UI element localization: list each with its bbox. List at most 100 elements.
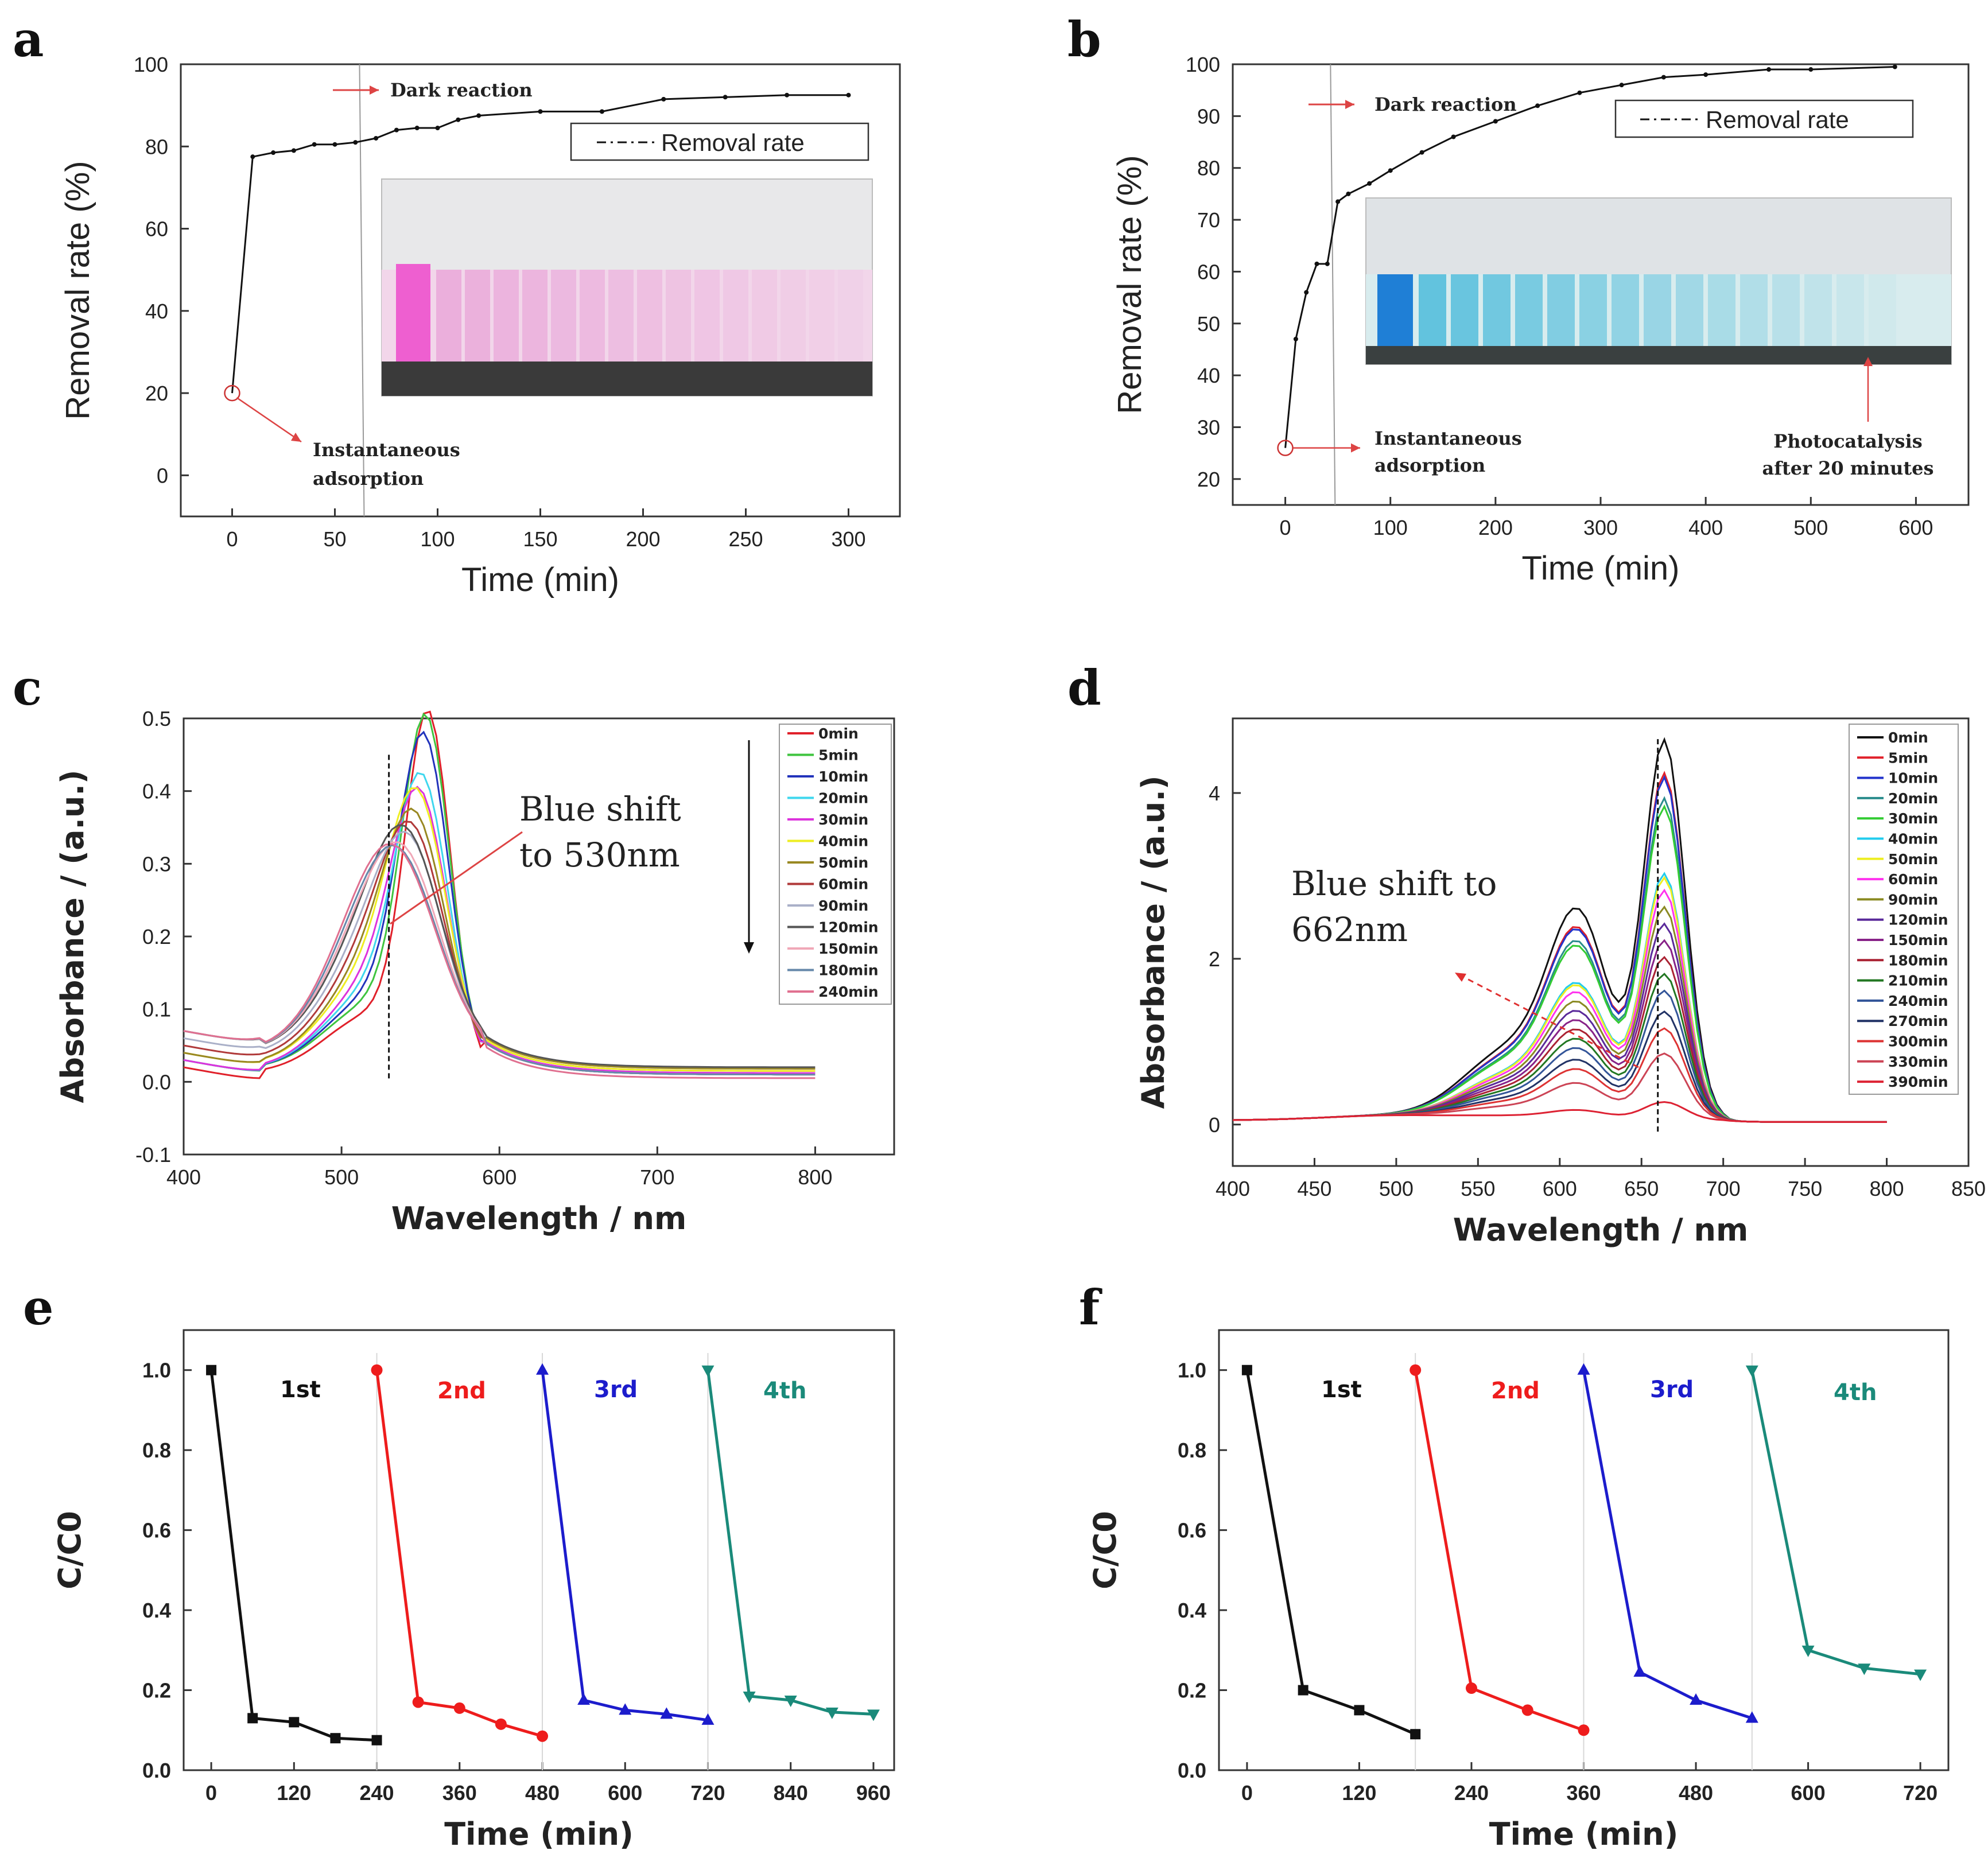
x-tick-label-f: 240 bbox=[1454, 1781, 1489, 1805]
x-tick-label-f: 120 bbox=[1342, 1781, 1376, 1805]
data-point-b bbox=[1346, 191, 1351, 196]
legend-label-c: 60min bbox=[818, 876, 868, 893]
photo-label-1-b: Photocatalysis bbox=[1773, 430, 1922, 452]
instant-arrow-a bbox=[236, 397, 302, 443]
y-axis-label-e: C/C0 bbox=[52, 1511, 88, 1589]
y-tick-label-c: 0.3 bbox=[142, 852, 171, 876]
axes-frame-d bbox=[1232, 717, 1970, 1167]
y-tick-label-a: 60 bbox=[145, 217, 168, 241]
photo-vial-b bbox=[1547, 274, 1575, 346]
legend-label-b: Removal rate bbox=[1706, 106, 1849, 133]
photo-vial-b bbox=[1804, 274, 1832, 346]
x-tick-label-a: 50 bbox=[323, 527, 346, 551]
photo-vial-b bbox=[1483, 274, 1511, 346]
data-point-b bbox=[1892, 64, 1897, 69]
legend-label-c: 90min bbox=[818, 897, 868, 914]
spectrum-line-d bbox=[1232, 939, 1887, 1123]
photo-vial-b bbox=[1515, 274, 1543, 346]
marker-circle-e bbox=[371, 1364, 383, 1376]
y-tick-label-f: 0.6 bbox=[1178, 1519, 1206, 1542]
photo-vial-b bbox=[1676, 274, 1703, 346]
legend-box-d bbox=[1849, 724, 1959, 1095]
photo-vial-b bbox=[1836, 274, 1864, 346]
data-point-a bbox=[538, 109, 543, 114]
x-tick-label-d: 500 bbox=[1379, 1177, 1414, 1200]
x-tick-label-f: 480 bbox=[1679, 1781, 1713, 1805]
time-arrowhead-c bbox=[744, 942, 754, 954]
marker-triangle-down-e bbox=[825, 1707, 838, 1719]
legend-label-c: 150min bbox=[818, 940, 879, 957]
dark-reaction-label-a: Dark reaction bbox=[390, 79, 533, 101]
y-axis-label-a: Removal rate (%) bbox=[59, 161, 96, 419]
marker-triangle-down-f bbox=[1801, 1645, 1815, 1657]
x-tick-label-e: 840 bbox=[774, 1781, 808, 1805]
marker-circle-f bbox=[1410, 1364, 1422, 1376]
panel-letter-d: d bbox=[1067, 659, 1101, 716]
marker-triangle-down-e bbox=[701, 1365, 715, 1377]
chart-c-absorbance: 400 500 600 700 800 -0.1 0.0 0.1 0.2 0.3 0.4 0.5 Wav… bbox=[55, 707, 895, 1237]
x-tick-label-d: 750 bbox=[1788, 1177, 1822, 1200]
y-tick-label-f: 0.8 bbox=[1178, 1439, 1206, 1462]
photo-inset-a bbox=[381, 178, 873, 396]
marker-square-e bbox=[371, 1735, 382, 1746]
legend-label-d: 0min bbox=[1888, 729, 1928, 746]
y-tick-label-a: 40 bbox=[145, 300, 168, 323]
cycle-line-f bbox=[1750, 1370, 1921, 1676]
photo-vial-b bbox=[1708, 274, 1735, 346]
legend-label-d: 210min bbox=[1888, 973, 1948, 989]
data-point-a bbox=[661, 96, 666, 102]
instant-label-1-b: Instantaneous bbox=[1374, 427, 1522, 449]
data-point-b bbox=[1419, 150, 1424, 155]
marker-triangle-up-e bbox=[577, 1693, 591, 1705]
data-point-a bbox=[785, 92, 790, 98]
y-tick-label-f: 0.0 bbox=[1178, 1759, 1206, 1782]
y-axis-label-f: C/C0 bbox=[1087, 1511, 1123, 1589]
spectrum-line-c bbox=[183, 830, 816, 1076]
spectrum-line-c bbox=[183, 710, 816, 1079]
marker-triangle-up-e bbox=[701, 1713, 715, 1725]
cycle-line-e bbox=[706, 1370, 874, 1716]
x-tick-label-b: 400 bbox=[1688, 516, 1723, 539]
photo-vial-a bbox=[522, 270, 548, 361]
panel-letter-f: f bbox=[1079, 1279, 1102, 1336]
y-tick-label-a: 80 bbox=[145, 135, 168, 158]
y-tick-label-c: 0.2 bbox=[142, 925, 171, 949]
data-point-b bbox=[1451, 134, 1456, 139]
marker-square-e bbox=[289, 1717, 300, 1728]
photo-vial-a bbox=[637, 270, 662, 361]
marker-square-e bbox=[247, 1713, 258, 1724]
spectrum-line-d bbox=[1232, 922, 1887, 1123]
legend-label-c: 240min bbox=[818, 984, 879, 1000]
data-point-b bbox=[1493, 119, 1498, 124]
spectrum-line-c bbox=[183, 772, 816, 1074]
photo-vial-a bbox=[809, 270, 834, 361]
photo-liquid-a bbox=[382, 270, 872, 361]
photo-inset-b bbox=[1365, 197, 1952, 365]
axes-frame-e bbox=[183, 1329, 895, 1771]
legend-label-c: 180min bbox=[818, 962, 879, 979]
data-point-a bbox=[456, 117, 461, 122]
legend-label-d: 20min bbox=[1888, 790, 1938, 807]
legend-label-d: 90min bbox=[1888, 891, 1938, 908]
x-tick-label-a: 200 bbox=[626, 527, 660, 551]
data-point-b bbox=[1293, 336, 1298, 341]
photo-vial-strong-b bbox=[1377, 274, 1413, 346]
legend-label-c: 120min bbox=[818, 919, 879, 936]
x-tick-label-a: 150 bbox=[523, 527, 557, 551]
x-tick-label-b: 0 bbox=[1280, 516, 1291, 539]
data-point-a bbox=[271, 150, 276, 156]
legend-label-d: 30min bbox=[1888, 810, 1938, 827]
y-tick-label-d: 2 bbox=[1209, 947, 1220, 971]
photo-vial-b bbox=[1772, 274, 1800, 346]
blue-shift-arrowhead-d bbox=[1455, 973, 1466, 982]
legend-label-a: Removal rate bbox=[661, 129, 805, 156]
y-tick-label-d: 0 bbox=[1209, 1113, 1220, 1137]
x-axis-label-c: Wavelength / nm bbox=[391, 1200, 686, 1237]
y-tick-label-f: 0.2 bbox=[1178, 1679, 1206, 1702]
photo-arrowhead-b bbox=[1863, 357, 1873, 366]
blue-shift-arrow-d bbox=[1460, 974, 1639, 1068]
photo-vial-b bbox=[1451, 274, 1478, 346]
y-tick-label-c: 0.5 bbox=[142, 707, 171, 730]
x-tick-label-e: 480 bbox=[525, 1781, 560, 1805]
